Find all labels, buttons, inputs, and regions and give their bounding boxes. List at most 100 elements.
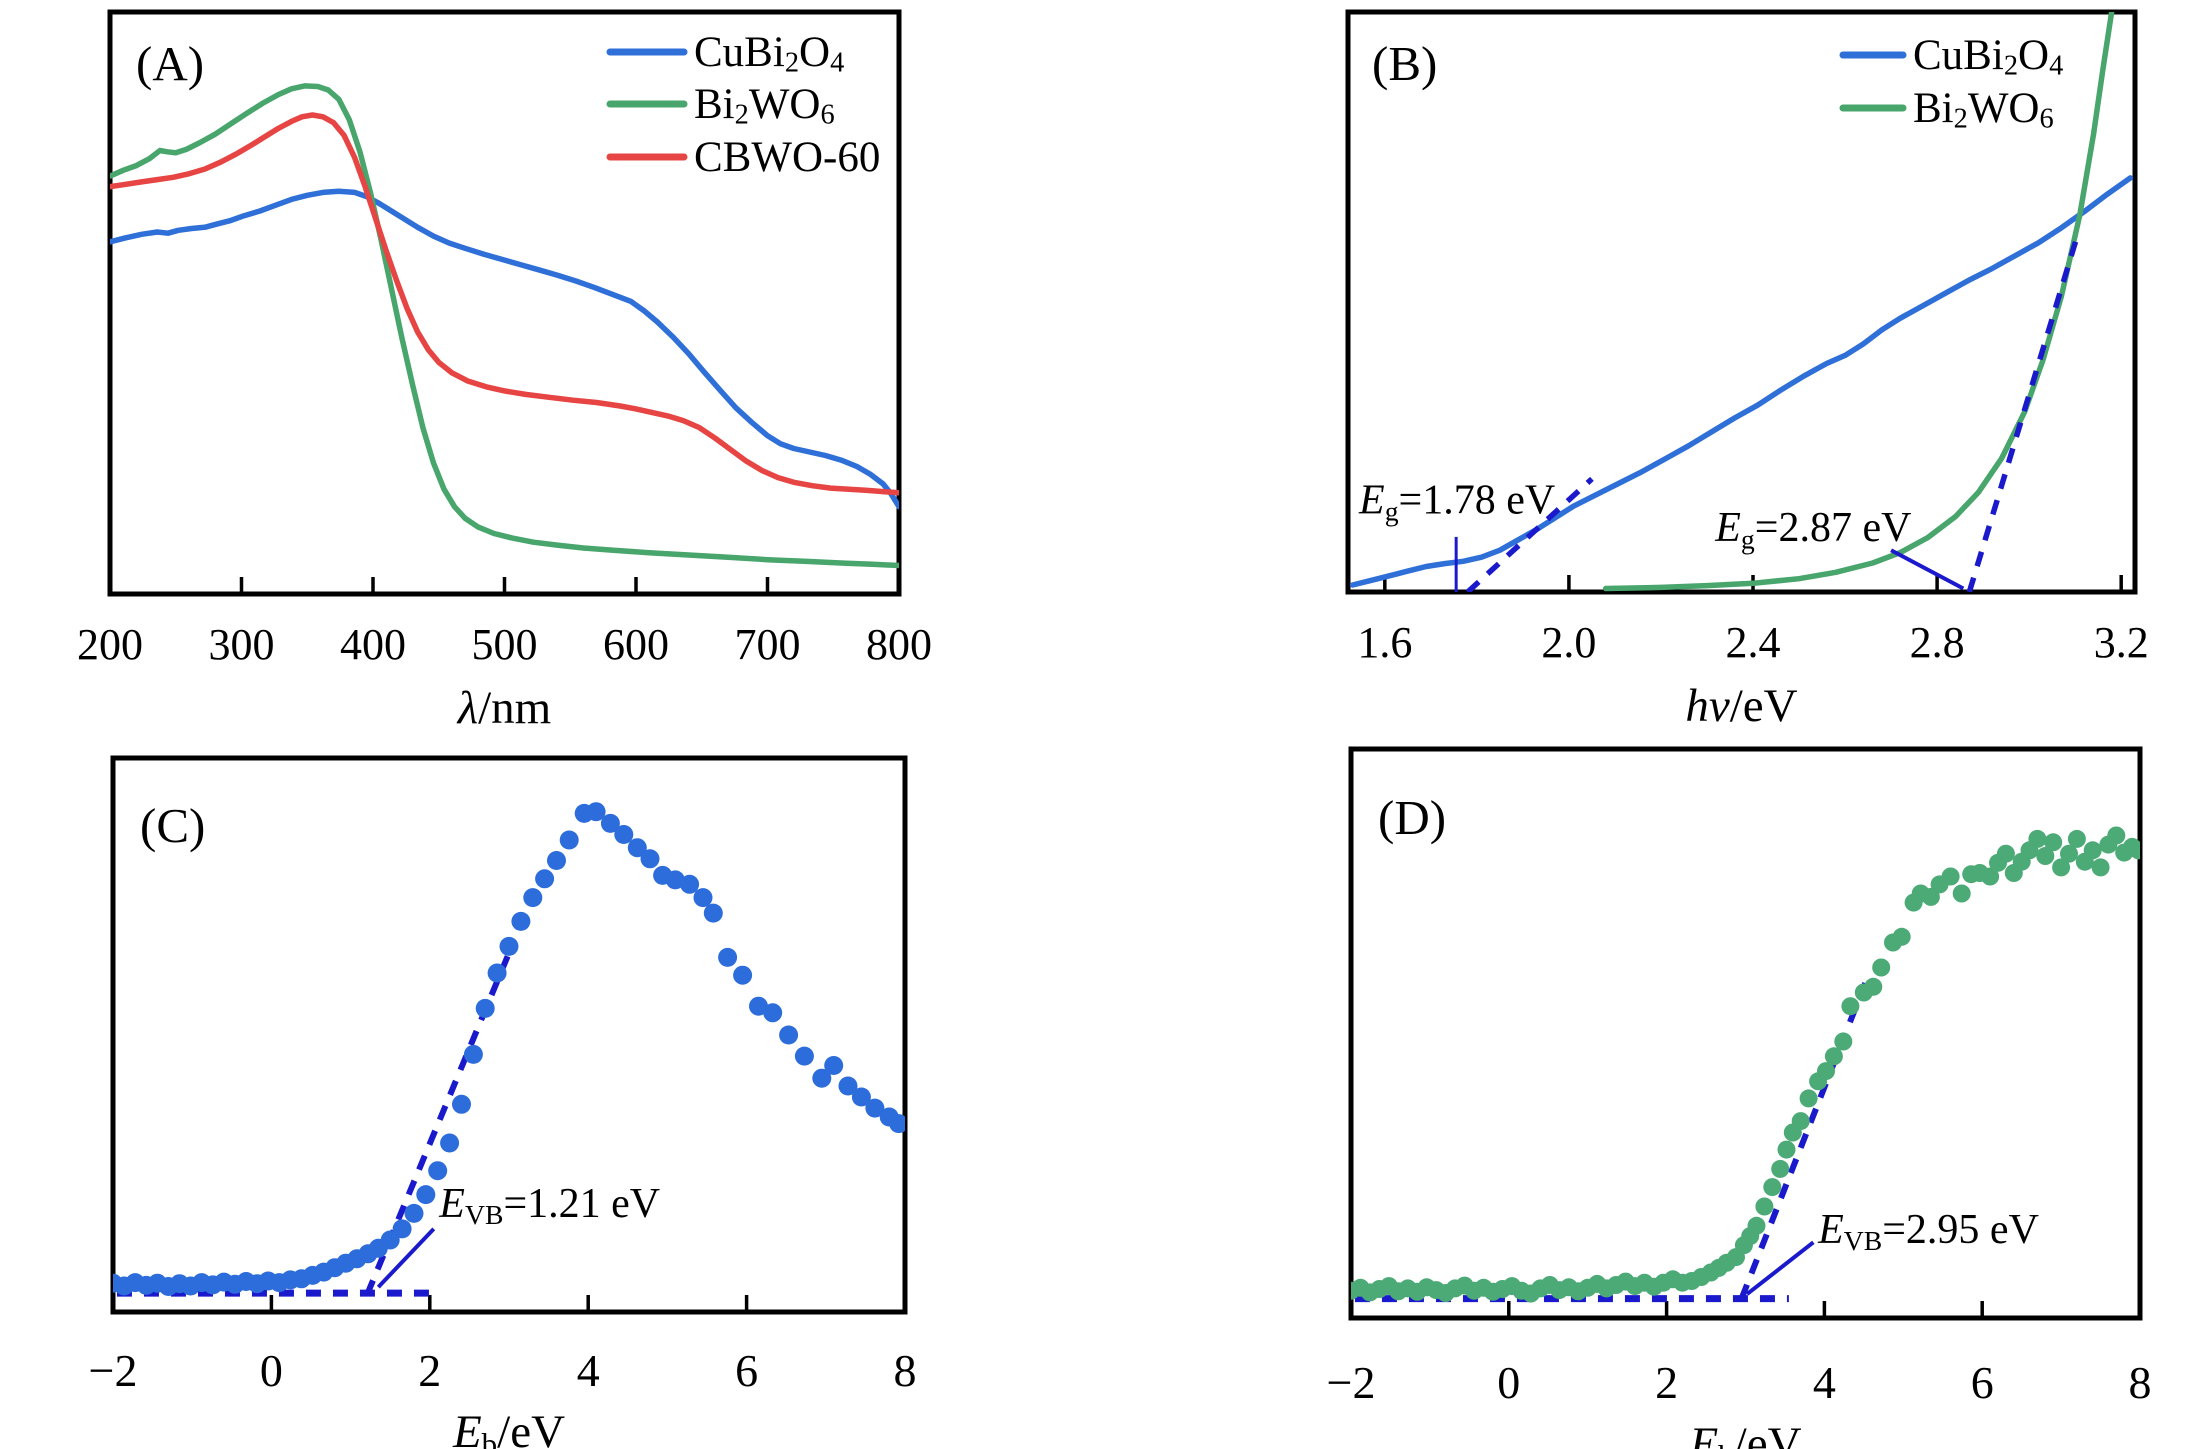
data-point bbox=[2083, 841, 2102, 860]
x-tick-label-b: 1.6 bbox=[1357, 618, 1412, 667]
data-point bbox=[2060, 844, 2078, 863]
x-tick-label-c: 0 bbox=[260, 1345, 283, 1396]
legend-label: Bi2WO6 bbox=[1913, 85, 2054, 134]
data-point bbox=[523, 888, 543, 908]
series-line-b-0 bbox=[1349, 175, 2134, 588]
data-point bbox=[1834, 1032, 1853, 1051]
data-point bbox=[640, 849, 660, 869]
data-point bbox=[1771, 1159, 1790, 1178]
data-point bbox=[889, 1114, 905, 1134]
data-point bbox=[614, 825, 634, 844]
data-point bbox=[2091, 858, 2110, 877]
panel-label-c: (C) bbox=[140, 798, 205, 853]
x-axis-title-c: Eb/eV bbox=[452, 1406, 565, 1449]
plot-box-d bbox=[1348, 746, 2143, 1321]
x-tick-label-d: 8 bbox=[2129, 1357, 2152, 1408]
data-point bbox=[463, 1044, 483, 1064]
x-tick-label-b: 2.0 bbox=[1541, 618, 1596, 667]
annotation-b-0: Eg=1.78 eV bbox=[1358, 477, 1555, 526]
data-point bbox=[2107, 826, 2126, 845]
data-point bbox=[1777, 1140, 1796, 1159]
data-point bbox=[559, 830, 579, 850]
data-point bbox=[1996, 844, 2015, 863]
x-tick-label-c: 6 bbox=[735, 1345, 758, 1396]
x-tick-label-d: 2 bbox=[1655, 1357, 1678, 1408]
data-point bbox=[1921, 887, 1940, 906]
x-axis-title-d: Eb/eV bbox=[1688, 1418, 1801, 1449]
series-line-a-1 bbox=[110, 83, 899, 569]
x-tick-label-b: 3.2 bbox=[2094, 618, 2149, 667]
x-axis-title-a: λ/nm bbox=[456, 682, 551, 734]
annotation-c-0: EVB=1.21 eV bbox=[438, 1181, 660, 1230]
data-point bbox=[733, 965, 753, 985]
x-tick-label-c: 2 bbox=[418, 1345, 441, 1396]
series-line-b-1 bbox=[1602, 12, 2115, 592]
x-tick-label-a: 600 bbox=[603, 620, 669, 669]
data-point bbox=[2036, 847, 2055, 865]
data-point bbox=[1791, 1112, 1810, 1131]
panel-d: −2 0 2 4 6 8 Eb/eV (D) EVB=2.95 eV bbox=[1327, 746, 2152, 1449]
data-point bbox=[718, 947, 738, 967]
data-point bbox=[2129, 841, 2140, 860]
data-point bbox=[627, 838, 647, 858]
data-point bbox=[794, 1046, 814, 1066]
pointer-line-d-2 bbox=[1745, 1240, 1815, 1296]
annotation-b-1: Eg=2.87 eV bbox=[1714, 505, 1911, 554]
x-tick-label-a: 800 bbox=[866, 620, 932, 669]
series-line-a-2 bbox=[110, 112, 899, 496]
x-axis-title-b: hν/eV bbox=[1685, 680, 1797, 732]
pointer-line-b-3 bbox=[1890, 548, 1965, 591]
data-point bbox=[452, 1094, 471, 1114]
data-point bbox=[763, 1003, 783, 1023]
x-tick-label-b: 2.8 bbox=[1910, 618, 1965, 667]
data-point bbox=[1952, 884, 1971, 903]
data-point bbox=[1981, 867, 2000, 886]
dashed-guide-line-b-0 bbox=[1465, 476, 1594, 592]
data-point bbox=[1872, 958, 1891, 977]
data-point bbox=[749, 996, 768, 1016]
data-point bbox=[1763, 1178, 1782, 1197]
panel-label-b: (B) bbox=[1372, 36, 1437, 91]
x-tick-label-b: 2.4 bbox=[1726, 618, 1781, 667]
x-tick-label-a: 400 bbox=[340, 620, 406, 669]
data-point bbox=[535, 869, 555, 889]
data-point bbox=[428, 1161, 448, 1181]
data-point bbox=[865, 1098, 885, 1118]
x-tick-label-d: 6 bbox=[1971, 1357, 1994, 1408]
panel-a: 200 300 400 500 600 700 800 λ/nm (A) CuBi2O4Bi2WO… bbox=[77, 9, 932, 734]
data-point bbox=[600, 813, 620, 833]
data-point bbox=[440, 1133, 460, 1153]
data-point bbox=[824, 1056, 844, 1075]
pointer-line-c-2 bbox=[376, 1227, 436, 1289]
panel-label-d: (D) bbox=[1378, 790, 1446, 845]
dashed-guide-line-b-1 bbox=[1966, 234, 2081, 592]
data-point bbox=[2067, 829, 2086, 848]
scatter-points-c bbox=[113, 802, 905, 1296]
data-point bbox=[475, 998, 495, 1018]
data-point bbox=[416, 1185, 436, 1205]
data-point bbox=[586, 802, 606, 822]
data-point bbox=[2044, 833, 2063, 852]
plot-box-b bbox=[1345, 9, 2138, 595]
x-tick-label-d: 4 bbox=[1813, 1357, 1836, 1408]
plot-box-c bbox=[110, 755, 908, 1315]
panel-c: −2 0 2 4 6 8 Eb/eV (C) EVB=1.21 eV bbox=[89, 755, 917, 1449]
data-point bbox=[680, 874, 700, 894]
data-point bbox=[1941, 867, 1960, 886]
x-tick-label-a: 700 bbox=[735, 620, 801, 669]
data-point bbox=[1864, 977, 1883, 996]
x-tick-label-a: 200 bbox=[77, 620, 143, 669]
legend-label: CuBi2O4 bbox=[1913, 32, 2063, 81]
data-point bbox=[1841, 997, 1860, 1016]
x-tick-label-c: −2 bbox=[89, 1345, 138, 1396]
data-point bbox=[511, 911, 531, 931]
x-tick-label-a: 500 bbox=[472, 620, 538, 669]
data-point bbox=[779, 1025, 799, 1045]
x-tick-label-d: 0 bbox=[1497, 1357, 1520, 1408]
data-point bbox=[2028, 829, 2047, 848]
data-point bbox=[487, 963, 507, 983]
